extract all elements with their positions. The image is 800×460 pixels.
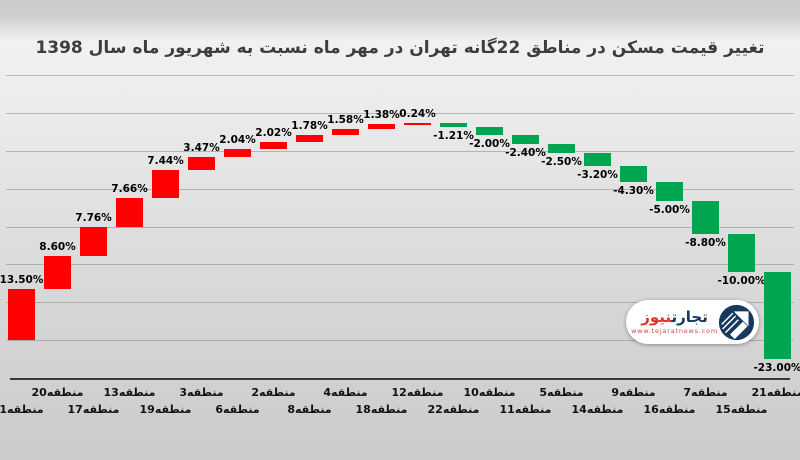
waterfall-bar [8, 288, 35, 340]
waterfall-bar [80, 227, 107, 257]
x-axis-label: منطقه4 [323, 386, 368, 399]
x-axis-line [10, 377, 790, 380]
bar-value-label: 2.04% [219, 134, 256, 147]
waterfall-bar [656, 181, 683, 201]
x-axis-label: منطقه14 [571, 403, 624, 416]
brand-word-tejarat: تجارت [671, 307, 708, 326]
bar-value-label: 7.66% [111, 183, 148, 196]
x-axis-label: منطقه17 [67, 403, 120, 416]
gridline [6, 340, 794, 341]
x-axis-label: منطقه9 [611, 386, 656, 399]
bar-value-label: -10.00% [717, 274, 766, 287]
waterfall-bar [332, 128, 359, 135]
brand-word-news: نیوز [641, 307, 672, 326]
gridline [6, 302, 794, 304]
waterfall-bar [584, 153, 611, 166]
x-axis-label: منطقه12 [391, 386, 444, 399]
arrow-circle-icon [718, 304, 755, 340]
tejaratnews-watermark: تجارتنیوز www.tejaratnews.com [626, 300, 759, 344]
waterfall-bar [116, 198, 143, 228]
x-axis-label: منطقه21 [751, 386, 800, 399]
waterfall-bar [548, 143, 575, 154]
bar-value-label: -1.21% [433, 130, 474, 143]
waterfall-bar [620, 165, 647, 182]
waterfall-bar [44, 256, 71, 289]
bar-value-label: -8.80% [685, 236, 726, 249]
x-axis-label: منطقه10 [463, 386, 516, 399]
waterfall-bar [692, 200, 719, 234]
x-axis-label: منطقه8 [287, 403, 332, 416]
bar-value-label: 1.38% [363, 108, 400, 121]
gridline [6, 188, 794, 190]
waterfall-bar [728, 233, 755, 272]
x-axis-label: منطقه7 [683, 386, 728, 399]
bar-value-label: -5.00% [649, 203, 690, 216]
x-axis-label: منطقه1 [0, 403, 44, 416]
waterfall-bar [152, 170, 179, 199]
waterfall-bar [764, 271, 791, 359]
x-axis-label: منطقه19 [139, 403, 192, 416]
waterfall-bar [224, 149, 251, 157]
waterfall-bar [404, 122, 431, 125]
x-axis-label: منطقه11 [499, 403, 552, 416]
bar-value-label: -3.20% [577, 168, 618, 181]
bar-value-label: -2.00% [469, 137, 510, 150]
bar-value-label: 0.24% [399, 107, 436, 120]
x-axis-label: منطقه22 [427, 403, 480, 416]
x-axis-label: منطقه15 [715, 403, 768, 416]
gridline [6, 113, 794, 115]
x-axis-label: منطقه3 [179, 386, 224, 399]
waterfall-bar [512, 134, 539, 144]
bar-value-label: 7.44% [147, 155, 184, 168]
bar-value-label: -2.40% [505, 146, 546, 159]
waterfall-bar [188, 156, 215, 171]
bar-value-label: 8.60% [39, 241, 76, 254]
x-axis-label: منطقه13 [103, 386, 156, 399]
bar-value-label: 13.50% [0, 273, 44, 286]
bar-value-label: 2.02% [255, 126, 292, 139]
x-axis-label: منطقه6 [215, 403, 260, 416]
bar-value-label: 3.47% [183, 141, 220, 154]
bar-value-label: 1.78% [291, 119, 328, 132]
gridline [6, 264, 794, 266]
x-axis-label: منطقه5 [539, 386, 584, 399]
bar-value-label: -23.00% [753, 361, 800, 374]
x-axis-label: منطقه20 [31, 386, 84, 399]
watermark-url: www.tejaratnews.com [631, 326, 718, 335]
waterfall-bar [296, 134, 323, 142]
bar-value-label: 7.76% [75, 212, 112, 225]
x-axis-label: منطقه16 [643, 403, 696, 416]
gridline [6, 226, 794, 228]
chart-title: تغییر قیمت مسکن در مناطق 22گانه تهران در… [35, 38, 765, 58]
x-axis-label: منطقه18 [355, 403, 408, 416]
waterfall-bar [368, 123, 395, 129]
gridline [6, 151, 794, 152]
watermark-text: تجارتنیوز www.tejaratnews.com [629, 307, 718, 335]
waterfall-bar [440, 122, 467, 128]
bar-value-label: -4.30% [613, 184, 654, 197]
bar-value-label: -2.50% [541, 156, 582, 169]
brand-name: تجارتنیوز [631, 307, 718, 326]
waterfall-bar [476, 127, 503, 135]
gridline [6, 75, 794, 77]
bar-value-label: 1.58% [327, 113, 364, 126]
waterfall-bar [260, 141, 287, 150]
x-axis-label: منطقه2 [251, 386, 296, 399]
